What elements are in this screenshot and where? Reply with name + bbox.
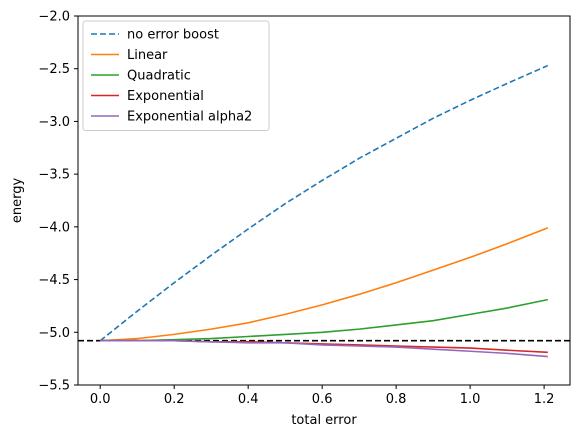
series-line-2: [100, 298, 548, 342]
legend-label: Quadratic: [127, 69, 191, 84]
series-layer: [99, 64, 549, 358]
y-tick-label: −3.5: [38, 168, 70, 183]
y-axis: −5.5 −5.0 −4.5 −4.0 −3.5 −3.0 −2.5 −2.0: [38, 10, 78, 394]
series-line-1: [100, 227, 549, 342]
legend-label: Linear: [127, 48, 168, 63]
y-tick-label: −4.5: [38, 273, 70, 288]
legend-label: Exponential: [127, 89, 204, 104]
x-tick-label: 0.0: [90, 392, 111, 407]
legend: no error boost Linear Quadratic Exponential…: [82, 20, 270, 131]
x-axis: 0.0 0.2 0.4 0.6 0.8 1.0 1.2: [90, 385, 555, 407]
y-tick-label: −2.0: [38, 10, 70, 25]
y-axis-label: energy: [10, 178, 25, 224]
series-line-0: [99, 64, 549, 342]
x-tick-label: 1.0: [460, 392, 481, 407]
y-tick-label: −5.5: [38, 379, 70, 394]
legend-label: no error boost: [127, 28, 219, 43]
y-tick-label: −5.0: [38, 326, 70, 341]
y-tick-label: −3.0: [38, 115, 70, 130]
x-tick-label: 0.4: [238, 392, 259, 407]
x-tick-label: 0.6: [312, 392, 333, 407]
legend-box: [82, 20, 270, 131]
x-tick-label: 0.8: [386, 392, 407, 407]
series-line-4: [100, 339, 548, 358]
x-tick-label: 0.2: [164, 392, 185, 407]
plot-frame: [77, 15, 571, 386]
x-axis-label: total error: [291, 413, 357, 428]
y-tick-label: −2.5: [38, 62, 70, 77]
y-tick-label: −4.0: [38, 220, 70, 235]
x-tick-label: 1.2: [534, 392, 555, 407]
series-line-3: [100, 339, 548, 354]
legend-label: Exponential alpha2: [127, 110, 252, 125]
